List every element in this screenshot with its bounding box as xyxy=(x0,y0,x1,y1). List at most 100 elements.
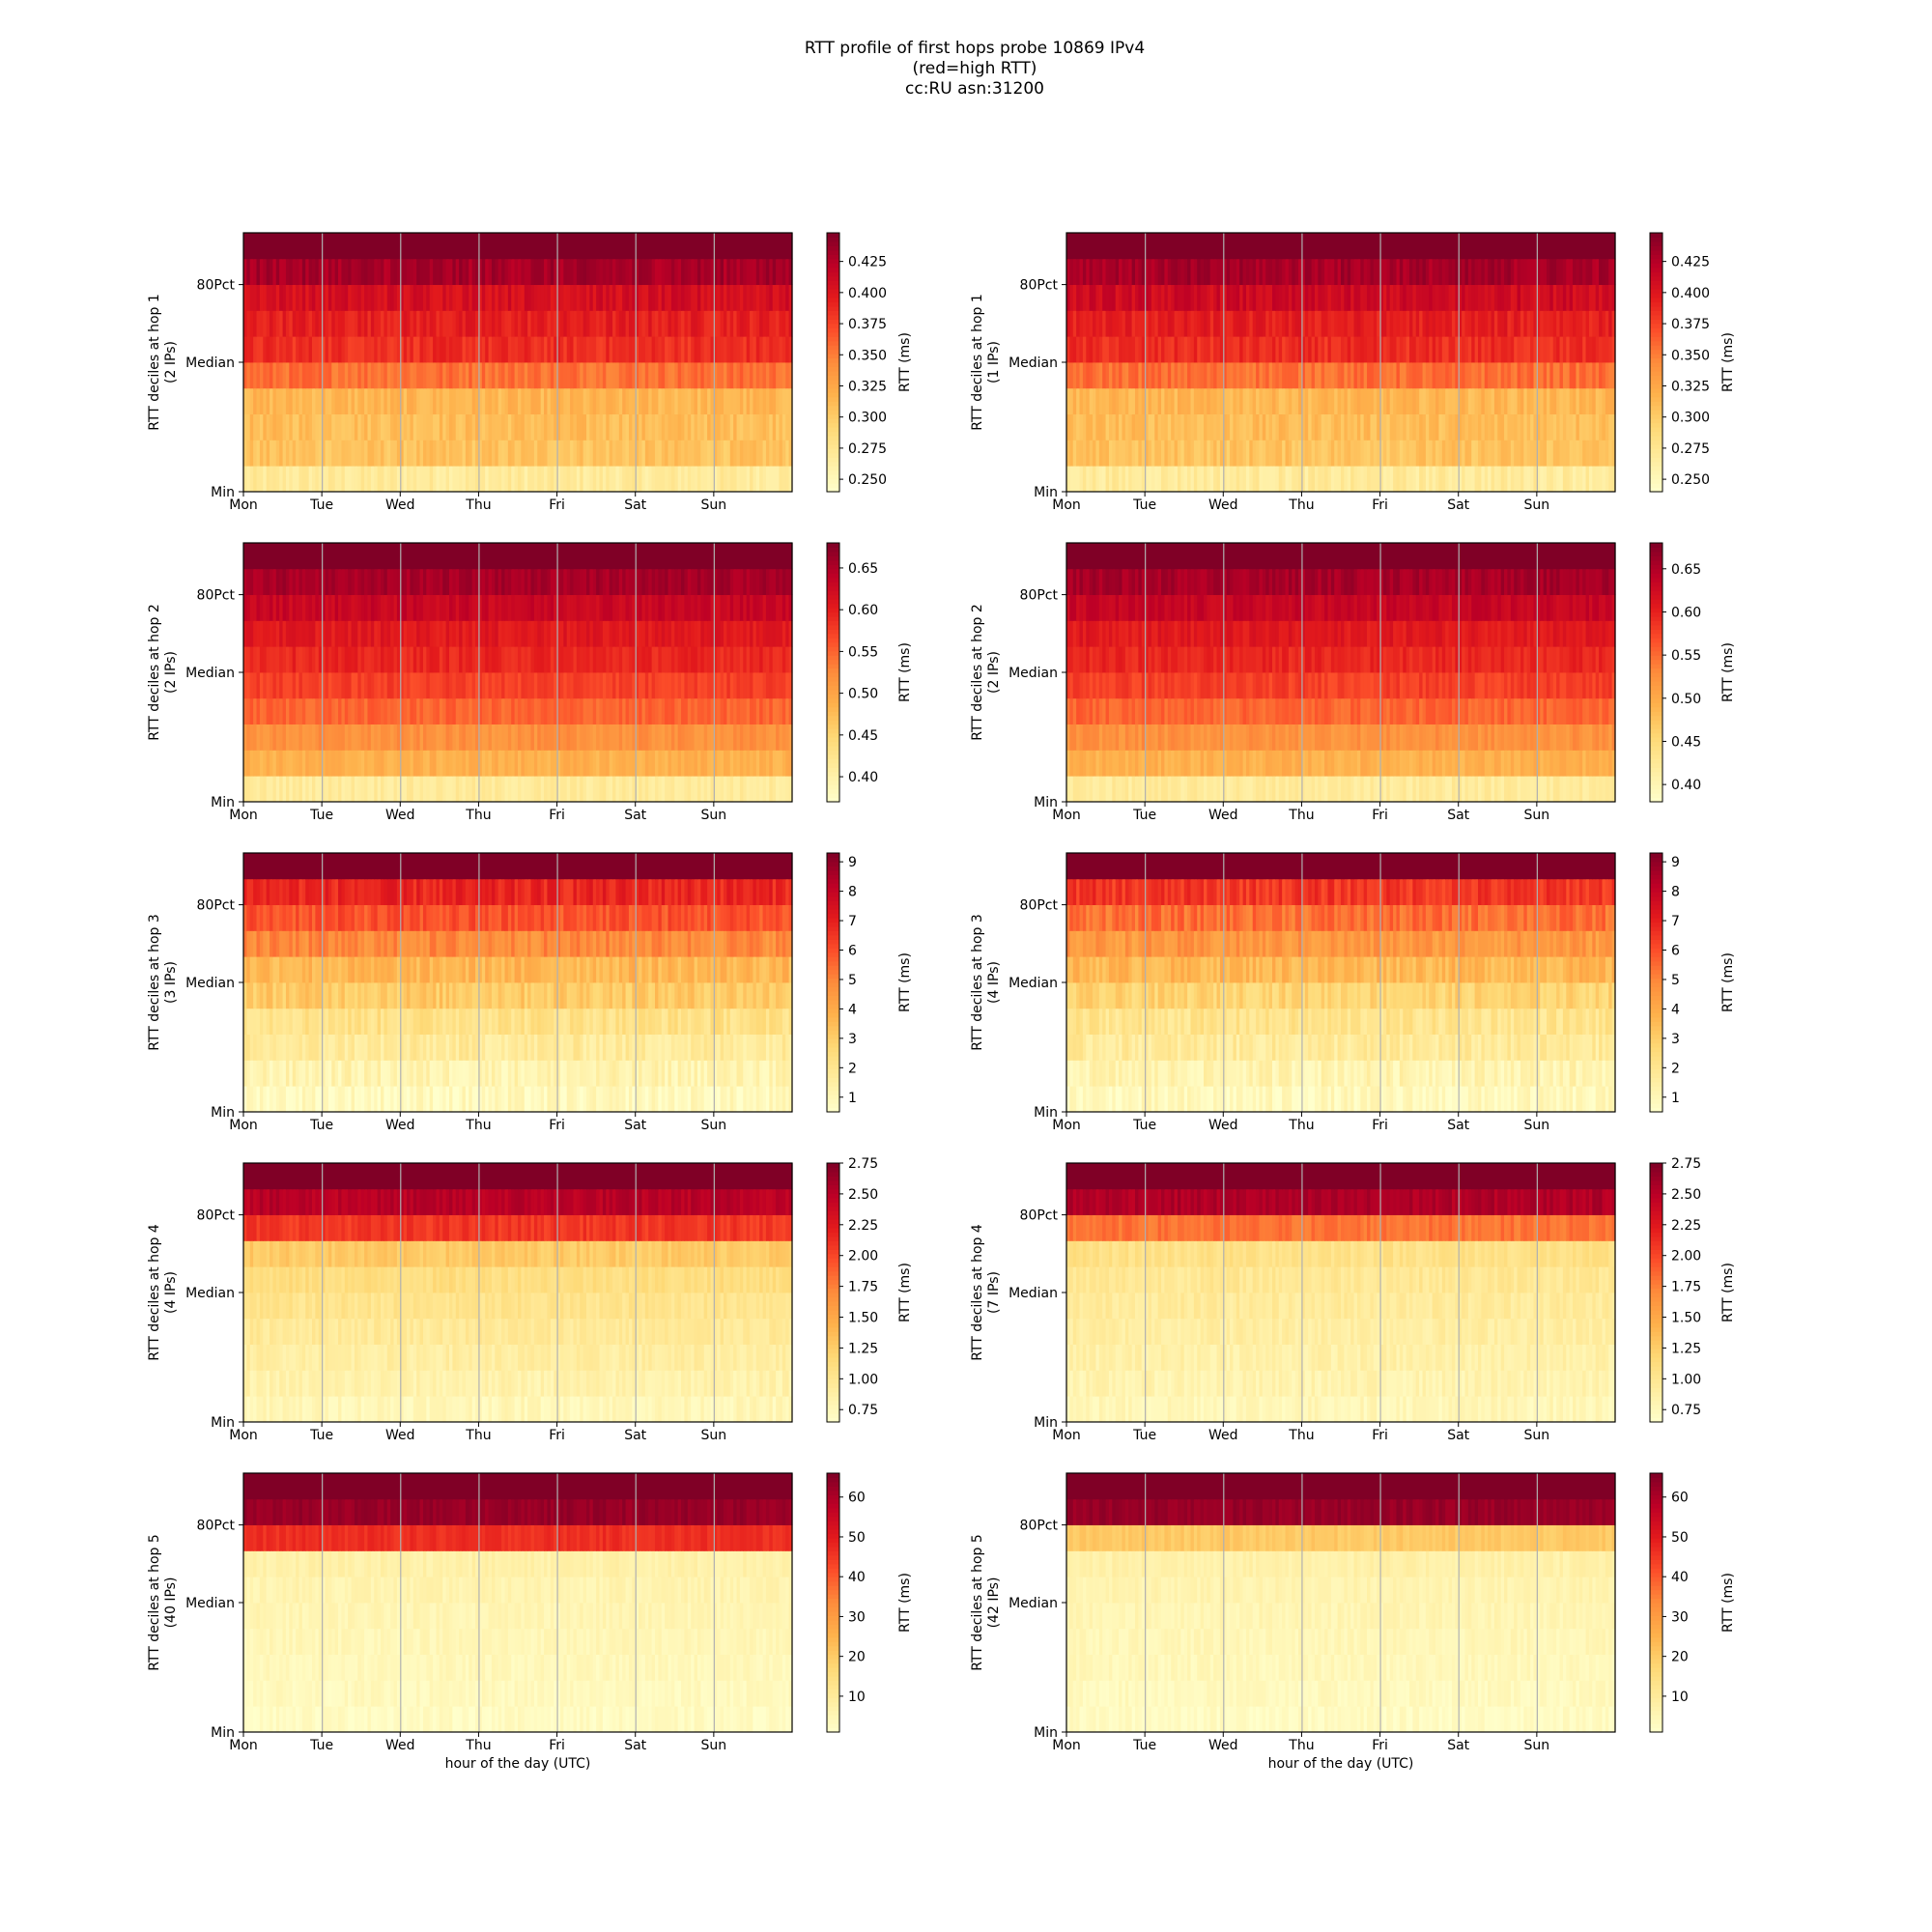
heatmap-cell xyxy=(739,724,744,751)
heatmap-cell xyxy=(1272,466,1276,493)
heatmap-cell xyxy=(344,336,349,363)
heatmap-cell xyxy=(658,466,663,493)
heatmap-cell xyxy=(533,336,538,363)
heatmap-cell xyxy=(779,620,783,647)
heatmap-cell xyxy=(1301,362,1306,389)
heatmap-cell xyxy=(684,776,689,803)
heatmap-cell xyxy=(554,258,558,285)
heatmap-cell xyxy=(455,362,460,389)
heatmap-cell xyxy=(1481,258,1486,285)
heatmap-cell xyxy=(628,258,633,285)
heatmap-cell xyxy=(1294,310,1299,337)
heatmap-cell xyxy=(1148,258,1152,285)
heatmap-cell xyxy=(556,594,561,621)
heatmap-cell xyxy=(393,620,398,647)
heatmap-cell xyxy=(733,672,738,699)
heatmap-cell xyxy=(1455,258,1460,285)
heatmap-cell xyxy=(1422,413,1427,440)
heatmap-cell xyxy=(1288,310,1293,337)
heatmap-cell xyxy=(670,466,675,493)
heatmap-cell xyxy=(540,620,545,647)
heatmap-cell xyxy=(1540,440,1545,467)
heatmap-cell xyxy=(270,776,274,803)
heatmap-cell xyxy=(1488,284,1492,311)
heatmap-cell xyxy=(622,233,627,260)
heatmap-cell xyxy=(717,387,722,414)
heatmap-cell xyxy=(1455,440,1460,467)
heatmap-cell xyxy=(407,284,412,311)
heatmap-cell xyxy=(471,750,476,777)
heatmap-cell xyxy=(495,594,499,621)
heatmap-cell xyxy=(1180,413,1185,440)
heatmap-cell xyxy=(1540,233,1545,260)
heatmap-cell xyxy=(263,620,268,647)
heatmap-cell xyxy=(341,387,346,414)
heatmap-cell xyxy=(576,724,581,751)
colorbar-swatch xyxy=(1650,443,1662,449)
heatmap-cell xyxy=(445,466,450,493)
heatmap-cell xyxy=(449,672,453,699)
heatmap-cell xyxy=(377,594,382,621)
heatmap-cell xyxy=(357,387,362,414)
heatmap-cell xyxy=(436,724,440,751)
heatmap-cell xyxy=(1520,336,1524,363)
heatmap-cell xyxy=(1441,336,1446,363)
heatmap-cell xyxy=(331,258,336,285)
heatmap-cell xyxy=(1474,284,1479,311)
heatmap-cell xyxy=(1588,387,1593,414)
heatmap-cell xyxy=(609,776,613,803)
heatmap-cell xyxy=(696,776,701,803)
heatmap-cell xyxy=(1536,413,1541,440)
heatmap-cell xyxy=(781,387,786,414)
heatmap-cell xyxy=(554,336,558,363)
heatmap-cell xyxy=(521,258,526,285)
heatmap-cell xyxy=(1412,258,1417,285)
heatmap-cell xyxy=(1536,284,1541,311)
heatmap-cell xyxy=(530,672,535,699)
heatmap-cell xyxy=(312,310,316,337)
heatmap-cell xyxy=(1451,310,1456,337)
heatmap-cell xyxy=(357,724,362,751)
heatmap-cell xyxy=(390,568,395,595)
heatmap-cell xyxy=(1145,284,1150,311)
heatmap-cell xyxy=(765,620,770,647)
heatmap-cell xyxy=(471,620,476,647)
heatmap-cell xyxy=(762,646,767,673)
heatmap-cell xyxy=(772,776,777,803)
heatmap-cell xyxy=(1161,258,1166,285)
heatmap-cell xyxy=(289,620,294,647)
heatmap-cell xyxy=(410,724,414,751)
heatmap-cell xyxy=(618,258,623,285)
heatmap-cell xyxy=(765,594,770,621)
heatmap-cell xyxy=(439,776,443,803)
heatmap-cell xyxy=(580,724,584,751)
heatmap-cell xyxy=(1318,466,1322,493)
heatmap-cell xyxy=(1285,336,1290,363)
heatmap-cell xyxy=(726,672,731,699)
heatmap-cell xyxy=(1592,233,1597,260)
heatmap-cell xyxy=(674,646,679,673)
heatmap-cell xyxy=(1226,310,1231,337)
heatmap-cell xyxy=(1337,362,1342,389)
heatmap-cell xyxy=(351,387,355,414)
heatmap-cell xyxy=(658,672,663,699)
heatmap-cell xyxy=(1493,284,1498,311)
heatmap-cell xyxy=(452,594,457,621)
heatmap-cell xyxy=(1233,258,1237,285)
heatmap-cell xyxy=(554,233,558,260)
heatmap-cell xyxy=(1066,362,1070,389)
heatmap-cell xyxy=(396,336,401,363)
heatmap-cell xyxy=(713,440,718,467)
heatmap-cell xyxy=(266,440,270,467)
heatmap-cell xyxy=(724,750,727,777)
heatmap-cell xyxy=(1353,466,1358,493)
heatmap-cell xyxy=(1608,336,1613,363)
heatmap-cell xyxy=(400,284,405,311)
heatmap-cell xyxy=(644,310,649,337)
heatmap-cell xyxy=(563,413,568,440)
heatmap-cell xyxy=(1219,413,1224,440)
heatmap-cell xyxy=(713,646,718,673)
heatmap-cell xyxy=(668,387,672,414)
heatmap-cell xyxy=(753,387,757,414)
heatmap-cell xyxy=(1105,336,1110,363)
